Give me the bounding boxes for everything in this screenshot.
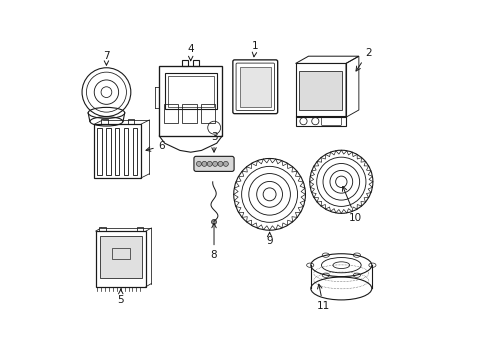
FancyBboxPatch shape	[194, 156, 234, 171]
Circle shape	[202, 161, 206, 166]
Bar	[128, 119, 134, 125]
Text: 4: 4	[187, 44, 194, 61]
Bar	[132, 128, 137, 175]
Text: 7: 7	[103, 51, 109, 65]
Bar	[163, 104, 178, 123]
Bar	[100, 237, 142, 278]
Bar	[115, 128, 119, 175]
Bar	[99, 227, 105, 231]
Circle shape	[211, 220, 216, 225]
Bar	[299, 71, 342, 110]
Bar	[239, 67, 270, 107]
Bar	[201, 104, 215, 123]
Bar	[192, 60, 199, 66]
Bar	[106, 128, 110, 175]
Text: 10: 10	[342, 186, 362, 222]
Bar	[97, 128, 102, 175]
Bar	[167, 76, 213, 107]
Text: 11: 11	[316, 284, 329, 311]
Bar	[96, 231, 145, 287]
Circle shape	[218, 161, 223, 166]
Bar	[159, 66, 222, 136]
Bar	[182, 60, 188, 66]
Bar	[101, 119, 107, 125]
Circle shape	[207, 161, 212, 166]
Text: 9: 9	[266, 232, 272, 246]
Circle shape	[223, 161, 228, 166]
Bar	[94, 125, 140, 178]
Circle shape	[212, 161, 217, 166]
Text: 1: 1	[251, 41, 258, 57]
Text: 6: 6	[146, 141, 165, 151]
Circle shape	[196, 161, 201, 166]
Bar	[182, 104, 196, 123]
Bar	[123, 128, 128, 175]
Bar	[137, 227, 143, 231]
Text: 5: 5	[117, 289, 124, 305]
Bar	[295, 63, 345, 117]
Text: 8: 8	[210, 223, 217, 260]
Bar	[164, 73, 216, 109]
Bar	[295, 116, 345, 126]
Bar	[112, 248, 129, 259]
Text: 3: 3	[210, 132, 217, 152]
Text: 2: 2	[355, 48, 371, 71]
